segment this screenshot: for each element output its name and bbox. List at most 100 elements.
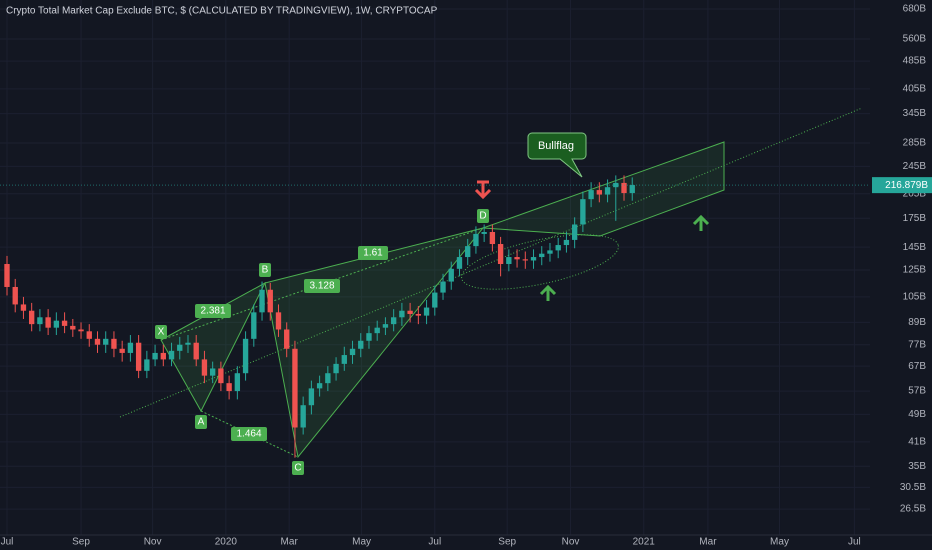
candle-body: [267, 289, 273, 313]
xd-line: [160, 227, 484, 341]
candle-body: [86, 331, 92, 339]
ratio-label: 1.464: [236, 429, 261, 440]
candle-body: [78, 329, 84, 332]
candle-body: [193, 342, 199, 360]
candle-body: [292, 348, 298, 428]
channel: [482, 141, 725, 237]
candle-body: [111, 338, 117, 349]
label-box: [477, 209, 489, 223]
ratio-box: [304, 279, 340, 293]
y-tick-label: 30.5B: [900, 482, 926, 493]
x-tick-label: Jul: [1, 537, 14, 548]
candle-body: [275, 312, 282, 330]
candle-body: [185, 342, 191, 345]
label-box: [292, 461, 304, 475]
candle-body: [70, 325, 76, 330]
grid: [0, 0, 870, 535]
candle-body: [333, 363, 339, 374]
candle-body: [547, 250, 553, 254]
x-tick-label: Jul: [428, 537, 441, 548]
x-tick-label: Mar: [281, 537, 299, 548]
y-tick-label: 26.5B: [900, 504, 926, 515]
label-box: [259, 263, 271, 277]
candle-body: [555, 245, 561, 251]
candle-body: [127, 342, 134, 353]
candle-body: [53, 320, 60, 328]
x-tick-label: Jul: [848, 537, 861, 548]
candle-body: [374, 327, 380, 334]
candle-body: [300, 405, 306, 428]
y-tick-label: 175B: [903, 213, 927, 224]
axes: 26.5B 30.5B 35B 41B 49B 57B 67B 77B 89B 105B 125B 1…: [0, 4, 932, 548]
candle-body: [596, 190, 603, 195]
y-tick-label: 285B: [903, 138, 927, 149]
candles: [4, 175, 635, 458]
y-tick-label: 145B: [903, 242, 927, 253]
last-price-box: [872, 177, 932, 194]
candle-body: [94, 338, 101, 345]
y-tick-label: 245B: [903, 161, 927, 172]
candle-body: [473, 233, 479, 247]
y-tick-label: 35B: [908, 461, 926, 472]
candle-body: [390, 317, 397, 325]
y-tick-label: 345B: [903, 108, 927, 119]
candle-body: [580, 199, 586, 225]
candle-body: [218, 368, 224, 384]
y-tick-label: 405B: [903, 84, 927, 95]
candle-body: [489, 232, 496, 245]
x-tick-label: May: [352, 537, 371, 548]
callout: [527, 132, 587, 178]
point-label: B: [262, 265, 269, 276]
candle-body: [588, 190, 594, 200]
ratio-label: 1.61: [363, 248, 383, 259]
consolidation: [461, 234, 619, 290]
last-price-label: 216.879B: [885, 180, 928, 191]
candle-body: [37, 317, 43, 325]
candle-body: [440, 281, 446, 293]
label-box: [155, 325, 167, 339]
candle-body: [177, 344, 183, 351]
harmonic-pattern: X A B C D 2.381 3.128 1.61 1.464 Bullfla…: [119, 107, 863, 475]
candle-body: [160, 352, 166, 360]
candle-body: [432, 292, 438, 308]
x-tick-label: Sep: [72, 537, 90, 548]
callout-text: Bullflag: [538, 140, 574, 152]
candle-body: [522, 259, 528, 261]
candle-body: [539, 253, 545, 258]
candle-body: [103, 338, 109, 345]
y-tick-label: 41B: [908, 436, 926, 447]
candle-body: [259, 289, 265, 313]
y-tick-label: 560B: [903, 34, 927, 45]
candle-body: [604, 187, 611, 195]
candle-body: [465, 246, 471, 258]
candle-body: [399, 310, 405, 318]
candle-body: [366, 333, 372, 341]
y-tick-label: 205B: [903, 188, 927, 199]
y-tick-label: 67B: [908, 361, 926, 372]
candle-body: [242, 338, 249, 374]
candle-body: [563, 239, 570, 246]
candle-body: [456, 257, 463, 269]
y-tick-label: 49B: [908, 409, 926, 420]
candle-body: [168, 350, 175, 360]
point-label: A: [198, 417, 205, 428]
candle-body: [325, 373, 331, 384]
x-tick-label: Sep: [498, 537, 516, 548]
candle-body: [358, 340, 364, 349]
candle-body: [4, 264, 10, 287]
candle-body: [448, 268, 454, 282]
candle-body: [284, 329, 290, 349]
ratio-label: 2.381: [200, 306, 225, 317]
y-tick-label: 485B: [903, 56, 927, 67]
x-tick-label: Nov: [562, 537, 580, 548]
candle-body: [341, 355, 347, 364]
trend-line: [119, 107, 863, 418]
ratio-box: [195, 304, 231, 318]
candle-body: [629, 185, 635, 194]
candle-body: [423, 307, 430, 316]
ratio-label: 3.128: [309, 281, 334, 292]
down-arrow: [474, 180, 492, 200]
x-tick-label: Mar: [699, 537, 717, 548]
candle-body: [514, 257, 520, 260]
